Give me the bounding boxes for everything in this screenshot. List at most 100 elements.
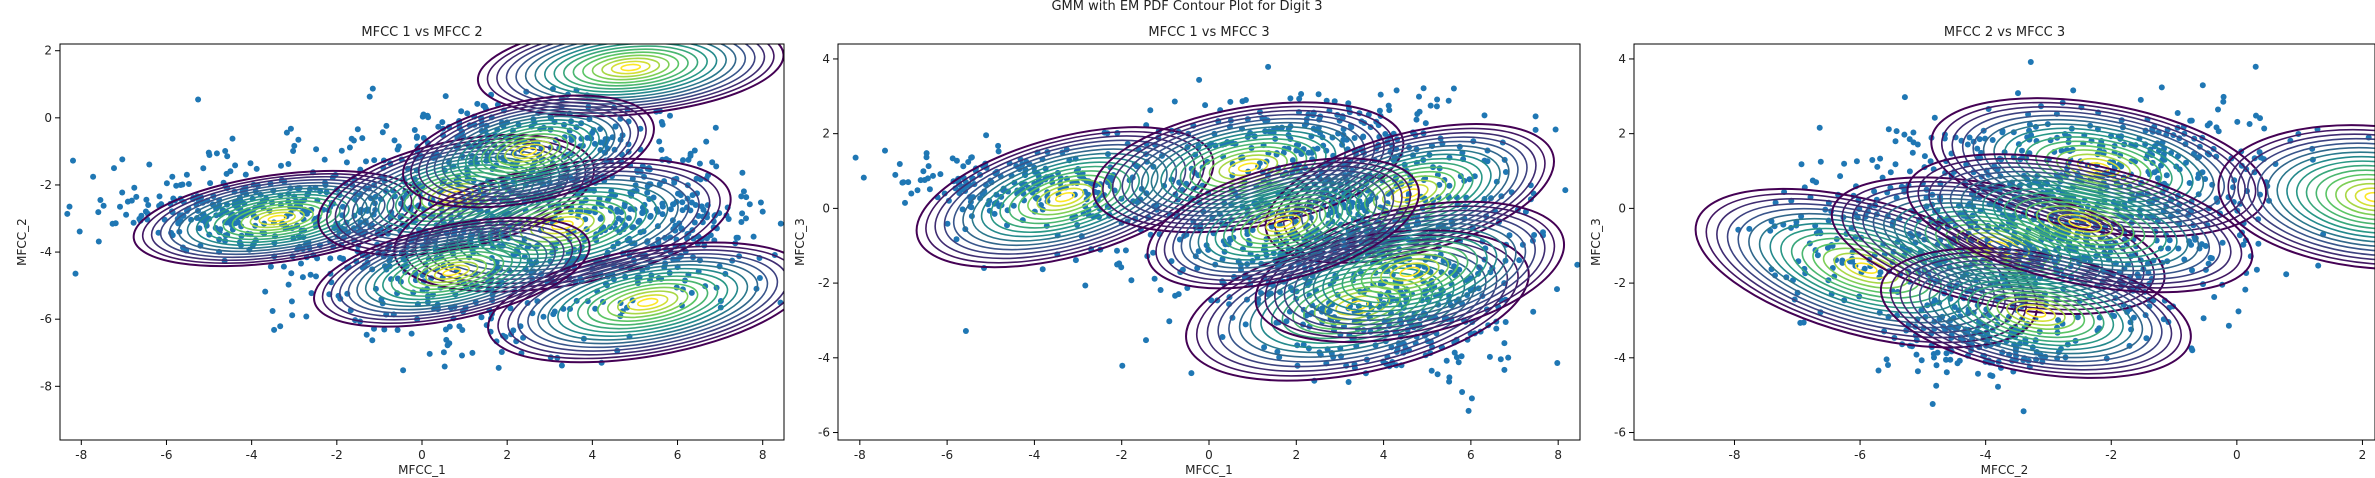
contour-line [2354, 187, 2375, 208]
data-point [1931, 114, 1938, 121]
data-point [2165, 245, 2172, 252]
contour-line [240, 205, 314, 232]
contour-line [410, 98, 647, 205]
data-point [163, 180, 170, 187]
data-point [156, 193, 163, 200]
contour-line [1389, 262, 1430, 282]
data-point [223, 170, 230, 177]
data-point [786, 166, 792, 172]
data-point [713, 163, 720, 170]
data-point [750, 233, 757, 240]
contour-line [577, 275, 719, 330]
contour-line [1302, 222, 1517, 321]
data-point [1450, 85, 1457, 92]
data-point [441, 363, 448, 370]
data-point [1853, 158, 1860, 165]
chart-panel-1: -8 -6 -4 -2 0 2 4 6 8 -8 -6 -4 -2 0 2 MFCC 1 vs MFCC 2 M… [15, 25, 792, 477]
data-point [1420, 85, 1427, 92]
contour-line [464, 122, 593, 181]
contour-line [1264, 205, 1556, 339]
contour-line [934, 135, 1196, 260]
data-point [64, 210, 71, 217]
data-point [2163, 172, 2170, 179]
data-point [1453, 354, 1460, 361]
contour-line [390, 247, 513, 297]
data-point [327, 255, 334, 262]
data-point [262, 288, 269, 295]
contour-line [557, 267, 739, 337]
contour-line [330, 223, 574, 321]
data-point [1869, 157, 1876, 163]
data-point [650, 194, 657, 201]
data-point [1498, 193, 1505, 200]
data-point [128, 197, 135, 204]
data-point [1434, 96, 1441, 103]
contour-line [2015, 304, 2057, 322]
y-tick-label: 2 [44, 44, 52, 58]
contour-line [1940, 101, 2257, 233]
data-point [70, 157, 76, 164]
contour-line [2045, 144, 2152, 190]
data-point [937, 171, 944, 178]
contour-line [231, 202, 323, 235]
contour-line [433, 108, 624, 195]
data-point [146, 161, 153, 168]
data-point [743, 215, 749, 222]
data-point [283, 129, 290, 136]
x-tick-label: 8 [759, 448, 767, 462]
data-point [138, 212, 145, 219]
data-point [2242, 286, 2249, 293]
data-point [414, 133, 420, 140]
data-point [1445, 97, 1452, 104]
data-point [456, 323, 463, 330]
data-point [2181, 256, 2188, 263]
contour-line [1312, 227, 1508, 317]
data-point [1892, 161, 1899, 168]
data-point [2235, 308, 2242, 315]
data-point [659, 200, 666, 207]
y-axis-label: MFCC_3 [1589, 218, 1603, 266]
data-point [1114, 247, 1120, 254]
data-point [1574, 261, 1580, 268]
x-tick-label: -4 [246, 448, 258, 462]
data-point [1386, 107, 1393, 114]
gmm-component-5 [2217, 124, 2375, 271]
contour-line [1982, 183, 2178, 263]
data-point [1147, 107, 1154, 114]
x-tick-label: 6 [1467, 448, 1475, 462]
contour-line [393, 157, 732, 293]
x-tick-label: -6 [941, 448, 953, 462]
data-point [597, 147, 604, 153]
data-point [2188, 345, 2195, 352]
data-point [1293, 147, 1300, 154]
contour-line [537, 260, 759, 345]
data-point [224, 153, 231, 160]
contour-line [601, 57, 661, 78]
contour-line [222, 199, 332, 238]
data-point [2211, 294, 2218, 300]
data-point [1929, 401, 1936, 407]
contour-line [1851, 185, 2145, 307]
data-point [90, 173, 97, 180]
x-axis-label: MFCC_1 [1185, 463, 1233, 477]
data-point [644, 189, 651, 196]
data-point [917, 177, 924, 184]
data-point [1416, 108, 1423, 115]
contour-line [507, 249, 784, 356]
data-point [680, 157, 686, 164]
contour-line [1906, 153, 2254, 294]
contour-line [524, 44, 737, 102]
data-point [253, 165, 260, 172]
data-point [2074, 314, 2081, 321]
data-point [636, 217, 643, 224]
x-tick-label: 4 [1380, 448, 1388, 462]
contour-line [1960, 175, 2200, 272]
data-point [145, 202, 152, 208]
data-point [2283, 271, 2290, 278]
data-point [740, 188, 747, 195]
data-point [991, 210, 998, 217]
data-point [66, 203, 73, 210]
data-point [395, 143, 402, 150]
data-point [1516, 257, 1523, 264]
contour-line [962, 148, 1168, 247]
